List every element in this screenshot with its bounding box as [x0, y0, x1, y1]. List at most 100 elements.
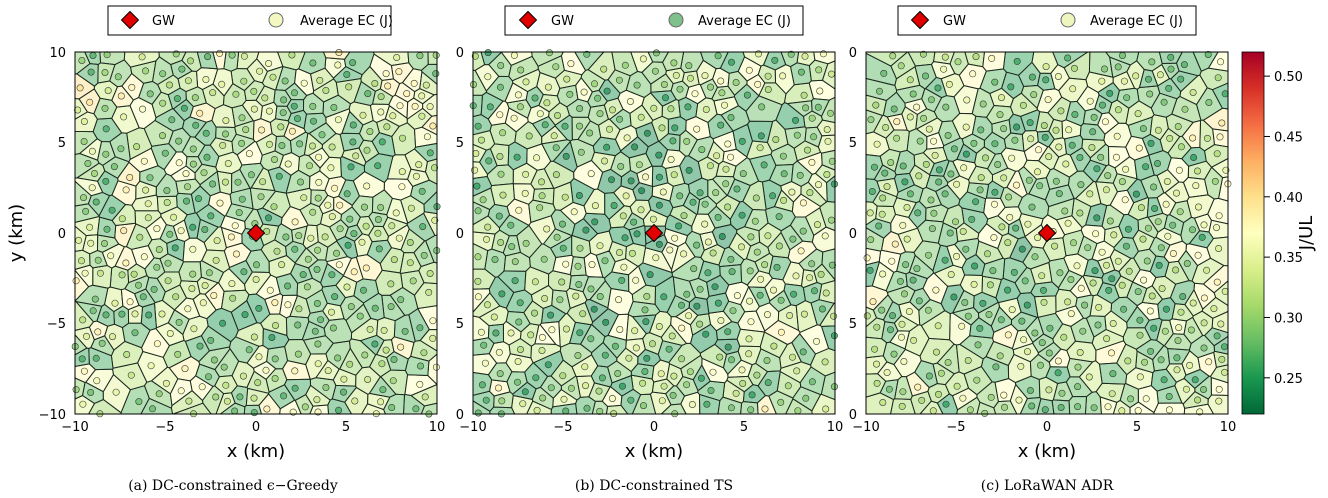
node-marker [264, 214, 272, 222]
node-marker [1221, 343, 1229, 351]
node-marker [270, 156, 278, 164]
node-marker [808, 260, 816, 268]
node-marker [996, 111, 1004, 119]
node-marker [676, 192, 684, 200]
node-marker [732, 389, 740, 397]
node-marker [655, 173, 663, 181]
colorbar-label: J/UL [1296, 216, 1317, 252]
node-marker [418, 92, 426, 100]
node-marker [290, 102, 298, 110]
node-marker [693, 125, 701, 133]
node-marker [1008, 306, 1016, 314]
node-marker [422, 81, 430, 89]
colorbar-tick-label: 0.35 [1274, 251, 1303, 266]
node-marker [88, 147, 96, 155]
node-marker [724, 203, 732, 211]
node-marker [258, 126, 266, 134]
node-marker [574, 262, 582, 270]
node-marker [1132, 72, 1140, 80]
node-marker [959, 394, 967, 402]
node-marker [773, 263, 781, 271]
node-marker [474, 409, 482, 417]
y-tick: 0 [58, 227, 66, 242]
node-marker [761, 261, 769, 269]
node-marker [1215, 212, 1223, 220]
node-marker [1200, 294, 1208, 302]
node-marker [665, 345, 673, 353]
node-marker [866, 209, 874, 217]
node-marker [658, 124, 666, 132]
node-marker [727, 404, 735, 412]
node-marker [596, 242, 604, 250]
node-marker [1123, 94, 1131, 102]
node-marker [180, 104, 188, 112]
node-marker [743, 91, 751, 99]
node-marker [863, 312, 871, 320]
node-marker [295, 305, 303, 313]
node-marker [221, 178, 229, 186]
node-marker [739, 379, 747, 387]
node-marker [1028, 203, 1036, 211]
node-marker [219, 319, 227, 327]
node-marker [412, 405, 420, 413]
node-marker [958, 322, 966, 330]
node-marker [330, 104, 338, 112]
node-marker [979, 299, 987, 307]
node-marker [947, 170, 955, 178]
node-markers-a [71, 48, 441, 418]
node-marker [174, 350, 182, 358]
node-marker [1031, 253, 1039, 261]
node-marker [1221, 368, 1229, 376]
node-marker [579, 310, 587, 318]
node-marker [189, 270, 197, 278]
node-marker [118, 271, 126, 279]
node-marker [950, 145, 958, 153]
node-marker [102, 150, 110, 158]
node-marker [232, 90, 240, 98]
node-marker [1067, 275, 1075, 283]
node-marker [1013, 57, 1021, 65]
node-marker [1052, 177, 1060, 185]
node-marker [224, 160, 232, 168]
node-marker [1005, 193, 1013, 201]
node-marker [1004, 239, 1012, 247]
node-marker [1191, 376, 1199, 384]
node-marker [359, 286, 367, 294]
node-marker [242, 126, 250, 134]
node-marker [282, 233, 290, 241]
node-marker [643, 129, 651, 137]
node-marker [553, 233, 561, 241]
node-marker [1213, 224, 1221, 232]
node-marker [328, 143, 336, 151]
node-marker [1074, 363, 1082, 371]
node-marker [712, 189, 720, 197]
node-marker [358, 238, 366, 246]
node-marker [686, 74, 694, 82]
node-marker [1180, 61, 1188, 69]
node-marker [610, 202, 618, 210]
node-marker [1102, 186, 1110, 194]
node-marker [944, 358, 952, 366]
x-tick: −5 [553, 420, 572, 435]
node-marker [219, 141, 227, 149]
node-marker [626, 98, 634, 106]
node-legend-marker [1060, 12, 1076, 28]
node-marker [471, 166, 479, 174]
node-marker [72, 386, 80, 394]
node-marker [974, 341, 982, 349]
node-marker [561, 193, 569, 201]
node-marker [378, 360, 386, 368]
node-marker [916, 137, 924, 145]
node-marker [379, 386, 387, 394]
y-tick: 0 [849, 46, 857, 61]
node-marker [516, 103, 524, 111]
node-marker [314, 194, 322, 202]
node-marker [1057, 107, 1065, 115]
node-marker [814, 103, 822, 111]
node-marker [291, 218, 299, 226]
node-marker [739, 170, 747, 178]
node-marker [315, 178, 323, 186]
node-marker [541, 121, 549, 129]
node-marker [998, 223, 1006, 231]
node-marker [1203, 134, 1211, 142]
